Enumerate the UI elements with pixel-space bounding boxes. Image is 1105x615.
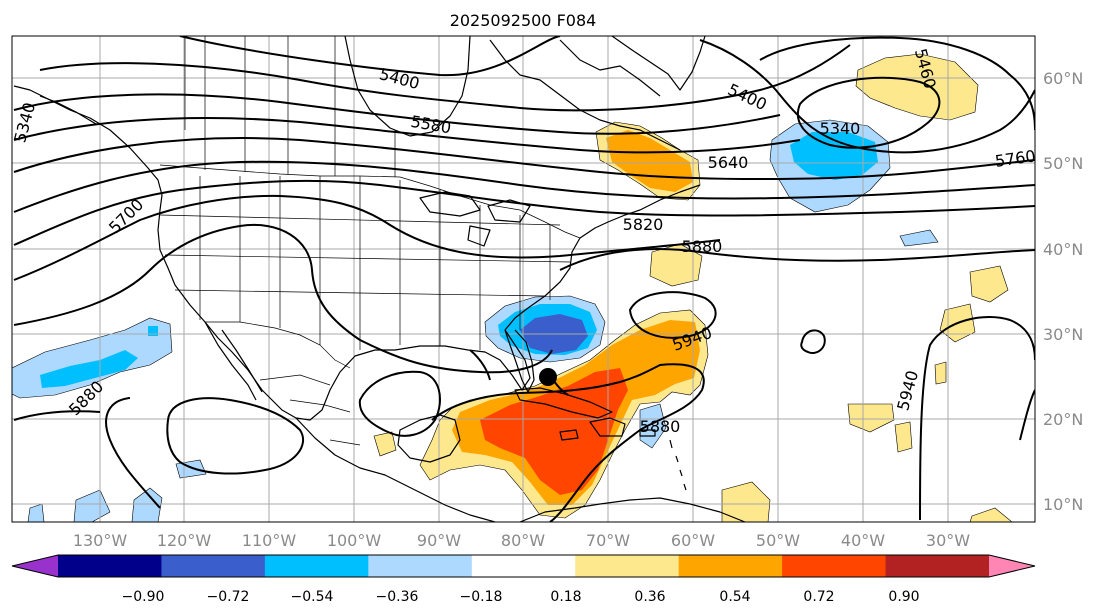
colorbar-segment	[575, 555, 680, 577]
lon-label: 90°W	[417, 531, 461, 550]
colorbar-segment	[782, 555, 887, 577]
positive-anomaly-patch	[373, 431, 397, 457]
lat-label: 10°N	[1043, 495, 1083, 514]
storm-center-marker	[539, 368, 557, 386]
height-contours	[13, 36, 1035, 522]
positive-anomaly-patch	[969, 507, 1013, 522]
contour-label: 5820	[623, 215, 664, 234]
colorbar-outline	[11, 554, 1036, 578]
lon-label: 30°W	[926, 531, 970, 550]
negative-anomaly-patch	[73, 489, 111, 522]
contour-label: 5340	[820, 119, 861, 138]
lon-label: 60°W	[671, 531, 715, 550]
negative-anomaly-patch	[899, 229, 939, 247]
longitude-labels: 130°W 120°W 110°W 100°W 90°W 80°W 70°W 6…	[73, 531, 970, 550]
lon-label: 130°W	[73, 531, 128, 550]
lat-label: 30°N	[1043, 325, 1083, 344]
colorbar-tick-label: −0.90	[122, 589, 165, 605]
map-content: 5400 5340 5580 5700 5460 5400 5340 5640 …	[12, 36, 1035, 522]
colorbar-tick-label: 0.18	[550, 589, 581, 605]
map-title: 2025092500 F084	[450, 11, 597, 30]
colorbar-extension-high	[989, 555, 1035, 577]
lon-label: 120°W	[157, 531, 212, 550]
positive-anomaly-patch	[721, 481, 771, 522]
positive-anomaly-patch	[847, 403, 895, 433]
colorbar-tick-label: 0.54	[719, 589, 750, 605]
contour-label: 5880	[640, 417, 681, 436]
colorbar-segment	[368, 555, 473, 577]
colorbar-segment	[58, 555, 162, 577]
colorbar-segment	[264, 555, 369, 577]
lat-label: 20°N	[1043, 410, 1083, 429]
positive-anomaly-patch	[894, 421, 913, 453]
colorbar-segment	[161, 555, 266, 577]
colorbar-segment	[678, 555, 783, 577]
lon-label: 40°W	[841, 531, 885, 550]
colorbar-tick-labels: −0.90 −0.72 −0.54 −0.36 −0.18 0.18 0.36 …	[122, 589, 920, 605]
colorbar-extension-low	[12, 555, 58, 577]
colorbar-tick-label: −0.36	[376, 589, 419, 605]
colorbar-tick-label: −0.72	[207, 589, 250, 605]
colorbar-segment	[885, 555, 990, 577]
lon-label: 100°W	[327, 531, 382, 550]
negative-anomaly-patch	[131, 487, 163, 522]
contour-label: 5640	[708, 153, 749, 172]
positive-anomaly-patch	[969, 265, 1009, 303]
colorbar-tick-label: −0.18	[460, 589, 503, 605]
positive-anomaly-caribbean-core	[480, 368, 628, 495]
colorbar-segment	[471, 555, 576, 577]
lat-label: 60°N	[1043, 69, 1083, 88]
colorbar-tick-label: 0.90	[888, 589, 919, 605]
colorbar-tick-label: 0.36	[634, 589, 665, 605]
lat-label: 40°N	[1043, 240, 1083, 259]
lat-label: 50°N	[1043, 154, 1083, 173]
positive-anomaly-patch	[934, 361, 947, 385]
lon-label: 110°W	[242, 531, 297, 550]
colorbar-tick-label: 0.72	[803, 589, 834, 605]
lon-label: 70°W	[586, 531, 630, 550]
lon-label: 50°W	[756, 531, 800, 550]
map-frame	[11, 35, 1036, 523]
negative-anomaly-pacific-core	[40, 350, 138, 388]
colorbar-tick-label: −0.54	[291, 589, 334, 605]
contour-label: 5880	[682, 237, 723, 256]
negative-anomaly-atlantic-low-core	[790, 132, 878, 180]
colorbar	[11, 554, 1036, 578]
negative-anomaly-patch	[27, 503, 45, 522]
political-borders	[159, 36, 581, 446]
lon-label: 80°W	[501, 531, 545, 550]
latitude-labels: 60°N 50°N 40°N 30°N 20°N 10°N	[1043, 69, 1083, 514]
